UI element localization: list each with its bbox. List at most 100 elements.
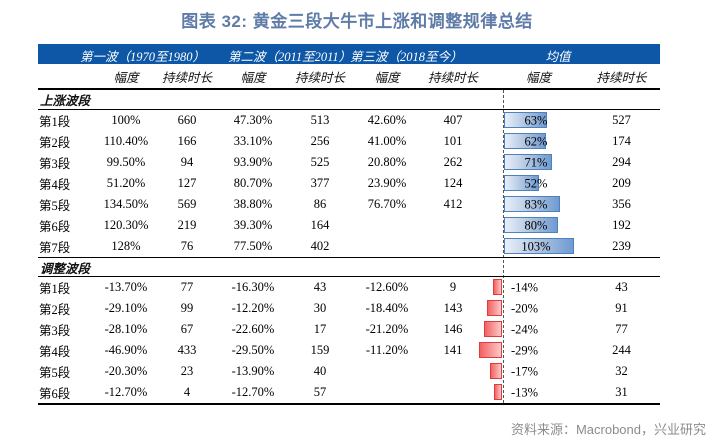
segment-label: 第1段 <box>39 115 71 129</box>
section-label: 上涨波段 <box>40 94 91 108</box>
value-cell: 377 <box>310 176 330 190</box>
value-cell: 47.30% <box>233 113 273 127</box>
value-cell: 402 <box>310 239 330 253</box>
wave-1-header: 第一波（1970至1980） <box>80 50 206 64</box>
value-cell: 77 <box>615 322 628 336</box>
avg-amplitude-value: 83% <box>524 197 548 211</box>
avg-amplitude-value: -20% <box>511 301 539 315</box>
avg-amplitude-bar-negative <box>479 342 502 358</box>
value-cell: 120.30% <box>103 218 149 232</box>
avg-amplitude-bar-positive <box>504 133 546 149</box>
value-cell: 80.70% <box>233 176 273 190</box>
value-cell: 166 <box>177 134 197 148</box>
value-cell: 43 <box>615 280 628 294</box>
value-cell: 67 <box>180 322 194 336</box>
avg-amplitude-value: -24% <box>511 322 539 336</box>
value-cell: -29.10% <box>104 301 148 315</box>
value-cell: 127 <box>177 176 197 190</box>
value-cell: 31 <box>615 385 628 399</box>
value-cell: 356 <box>612 197 631 211</box>
value-cell: 32 <box>615 364 628 378</box>
value-cell: 239 <box>612 239 631 253</box>
avg-amplitude-bar-positive <box>504 217 558 233</box>
value-cell: 192 <box>612 218 631 232</box>
value-cell: 256 <box>310 134 330 148</box>
value-cell: 141 <box>443 343 463 357</box>
source-note: 资料来源：Macrobond，兴业研究 <box>510 422 706 437</box>
avg-amplitude-value: 63% <box>524 113 548 127</box>
value-cell: -11.20% <box>365 343 409 357</box>
bar-axis-line <box>503 90 504 403</box>
section-header-adjust: 调整波段 <box>38 257 660 277</box>
value-cell: 159 <box>310 343 330 357</box>
avg-amplitude-bar-negative <box>487 300 502 316</box>
table-row-adjust: 第3段 -28.10% 67 -22.60% 17 -21.20% 146 77 -24% <box>38 319 660 340</box>
value-cell: 146 <box>443 322 463 336</box>
value-cell: 23 <box>180 364 194 378</box>
value-cell: 569 <box>177 197 197 211</box>
value-cell: 39.30% <box>233 218 273 232</box>
table-row-rising: 第7段 128% 76 77.50% 402 239 103% <box>38 236 660 257</box>
subheader-amplitude-w1: 幅度 <box>113 70 139 85</box>
subheader-amplitude-w3: 幅度 <box>374 70 400 85</box>
avg-amplitude-bar-positive <box>504 238 574 254</box>
value-cell: 128% <box>111 239 141 253</box>
table-row-rising: 第5段 134.50% 569 38.80% 86 76.70% 412 356 83% <box>38 194 660 215</box>
table-row-adjust: 第5段 -20.30% 23 -13.90% 40 32 -17% <box>38 361 660 382</box>
value-cell: -46.90% <box>104 343 148 357</box>
value-cell: 42.60% <box>367 113 407 127</box>
segment-label: 第2段 <box>39 303 71 317</box>
table-row-rising: 第2段 110.40% 166 33.10% 256 41.00% 101 174 62% <box>38 131 660 152</box>
section-header-rising: 上涨波段 <box>38 90 660 110</box>
value-cell: 244 <box>612 343 631 357</box>
table-body: 上涨波段 第1段 100% 660 47.30% 513 42.60% 407 527 63% 第2… <box>38 90 660 405</box>
subheader-duration-avg: 持续时长 <box>596 70 647 85</box>
value-cell: 51.20% <box>106 176 146 190</box>
section-label: 调整波段 <box>40 261 91 276</box>
value-cell: 4 <box>183 385 191 399</box>
value-cell: 412 <box>443 197 463 211</box>
avg-amplitude-value: 52% <box>524 176 548 190</box>
table-row-adjust: 第6段 -12.70% 4 -12.70% 57 31 -13% <box>38 382 660 403</box>
value-cell: 294 <box>612 155 631 169</box>
avg-amplitude-bar-positive <box>504 196 560 212</box>
table-row-rising: 第6段 120.30% 219 39.30% 164 192 80% <box>38 215 660 236</box>
value-cell: 407 <box>443 113 463 127</box>
segment-label: 第3段 <box>39 157 71 171</box>
value-cell: 101 <box>443 134 463 148</box>
value-cell: 660 <box>177 113 197 127</box>
value-cell: 76 <box>180 239 194 253</box>
value-cell: 110.40% <box>103 134 149 148</box>
subheader-amplitude-w2: 幅度 <box>240 70 266 85</box>
segment-label: 第7段 <box>39 241 71 255</box>
value-cell: -12.60% <box>365 280 409 294</box>
value-cell: 30 <box>313 301 327 315</box>
value-cell: 40 <box>313 364 327 378</box>
avg-amplitude-value: -14% <box>511 280 539 294</box>
avg-amplitude-value: -29% <box>511 343 539 357</box>
value-cell: -22.60% <box>231 322 275 336</box>
value-cell: 41.00% <box>367 134 407 148</box>
value-cell: 76.70% <box>367 197 407 211</box>
segment-label: 第4段 <box>39 178 71 192</box>
table-row-rising: 第3段 99.50% 94 93.90% 525 20.80% 262 294 71% <box>38 152 660 173</box>
value-cell: -12.70% <box>231 385 275 399</box>
figure-title: 图表 32: 黄金三段大牛市上涨和调整规律总结 <box>181 12 533 31</box>
value-cell: 17 <box>313 322 327 336</box>
value-cell: -28.10% <box>104 322 148 336</box>
table-wave-header-row: 第一波（1970至1980） 第二波（2011至2011） 第三波（2018至今… <box>38 44 660 64</box>
segment-label: 第4段 <box>39 345 71 359</box>
table-subheader-row: 幅度 持续时长 幅度 持续时长 幅度 持续时长 幅度 持续时长 <box>38 64 660 90</box>
value-cell: -16.30% <box>231 280 275 294</box>
avg-amplitude-bar-negative <box>490 363 502 379</box>
value-cell: 513 <box>310 113 330 127</box>
avg-amplitude-value: -13% <box>511 385 539 399</box>
segment-label: 第5段 <box>39 199 71 213</box>
segment-label: 第3段 <box>39 324 71 338</box>
value-cell: 9 <box>449 280 457 294</box>
value-cell: 100% <box>111 113 141 127</box>
value-cell: 43 <box>313 280 327 294</box>
subheader-duration-w1: 持续时长 <box>161 70 212 85</box>
value-cell: 20.80% <box>367 155 407 169</box>
